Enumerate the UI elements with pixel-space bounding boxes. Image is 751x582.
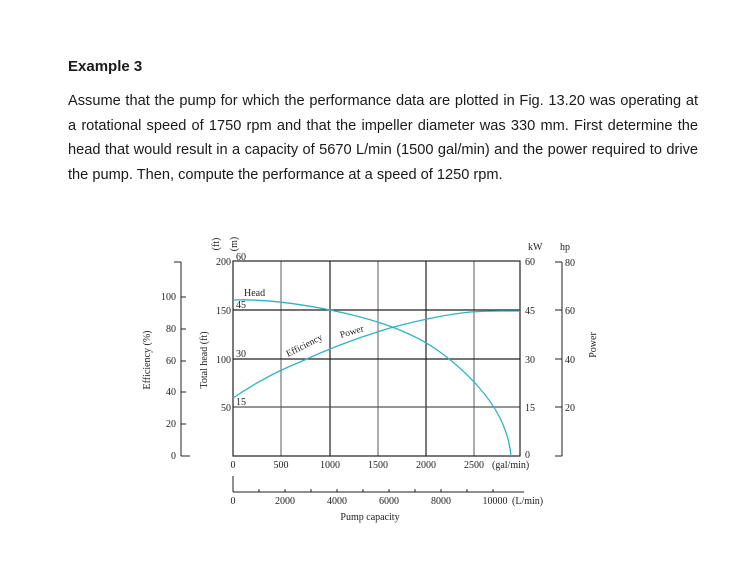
lmin-unit: (L/min) xyxy=(512,496,543,507)
efficiency-axis-label: Efficiency (%) xyxy=(142,331,153,390)
svg-text:60: 60 xyxy=(565,306,575,317)
example-body: Assume that the pump for which the perfo… xyxy=(68,93,698,183)
svg-text:0: 0 xyxy=(525,450,530,461)
x-axis-label: Pump capacity xyxy=(340,512,399,523)
plot-grid xyxy=(232,260,521,457)
kw-ticks: 60 45 30 15 0 xyxy=(525,257,535,461)
svg-text:15: 15 xyxy=(236,397,246,408)
gal-min-unit: (gal/min) xyxy=(492,460,529,471)
svg-text:2000: 2000 xyxy=(416,460,436,471)
example-title: Example 3 xyxy=(68,58,143,75)
svg-text:150: 150 xyxy=(216,306,231,317)
kw-unit: kW xyxy=(528,242,543,253)
svg-text:2500: 2500 xyxy=(464,460,484,471)
head-axis-label: Total head (ft) xyxy=(199,331,210,388)
svg-text:8000: 8000 xyxy=(431,496,451,507)
svg-text:1000: 1000 xyxy=(320,460,340,471)
power-axis-label: Power xyxy=(588,332,599,358)
svg-text:20: 20 xyxy=(166,419,176,430)
svg-text:200: 200 xyxy=(216,257,231,268)
svg-text:2000: 2000 xyxy=(275,496,295,507)
svg-text:40: 40 xyxy=(166,387,176,398)
svg-text:0: 0 xyxy=(231,496,236,507)
svg-text:80: 80 xyxy=(565,258,575,269)
svg-text:60: 60 xyxy=(166,356,176,367)
efficiency-curve-label: Efficiency xyxy=(284,332,324,360)
svg-text:80: 80 xyxy=(166,324,176,335)
svg-text:6000: 6000 xyxy=(379,496,399,507)
svg-text:0: 0 xyxy=(171,451,176,462)
svg-text:45: 45 xyxy=(236,300,246,311)
svg-text:30: 30 xyxy=(525,355,535,366)
hp-axis xyxy=(555,261,563,457)
svg-text:45: 45 xyxy=(525,306,535,317)
hp-ticks: 80 60 40 20 xyxy=(565,258,575,414)
head-curve-label: Head xyxy=(244,288,265,299)
lmin-ticks: 0 2000 4000 6000 8000 10000 xyxy=(231,496,508,507)
svg-text:1500: 1500 xyxy=(368,460,388,471)
efficiency-power-curve xyxy=(232,310,520,399)
hp-unit: hp xyxy=(560,242,570,253)
power-curve-label: Power xyxy=(339,324,366,341)
head-curve xyxy=(232,299,512,457)
svg-text:60: 60 xyxy=(236,252,246,263)
efficiency-axis xyxy=(174,261,190,457)
svg-text:100: 100 xyxy=(161,292,176,303)
lmin-axis xyxy=(232,476,524,493)
svg-text:20: 20 xyxy=(565,403,575,414)
gal-min-ticks: 0 500 1000 1500 2000 2500 xyxy=(231,460,485,471)
svg-text:50: 50 xyxy=(221,403,231,414)
efficiency-ticks: 100 80 60 40 20 0 xyxy=(161,292,176,462)
svg-text:10000: 10000 xyxy=(483,496,508,507)
svg-text:4000: 4000 xyxy=(327,496,347,507)
head-m-unit: (m) xyxy=(229,237,240,251)
svg-text:40: 40 xyxy=(565,355,575,366)
head-ft-unit: (ft) xyxy=(211,238,222,251)
svg-text:15: 15 xyxy=(525,403,535,414)
svg-text:0: 0 xyxy=(231,460,236,471)
head-ft-ticks: 200 150 100 50 xyxy=(216,257,231,414)
head-m-ticks: 60 45 30 15 xyxy=(236,252,246,408)
svg-text:60: 60 xyxy=(525,257,535,268)
svg-text:500: 500 xyxy=(274,460,289,471)
svg-text:30: 30 xyxy=(236,349,246,360)
example-text-block: Example 3 Assume that the pump for which… xyxy=(68,58,698,187)
svg-text:100: 100 xyxy=(216,355,231,366)
